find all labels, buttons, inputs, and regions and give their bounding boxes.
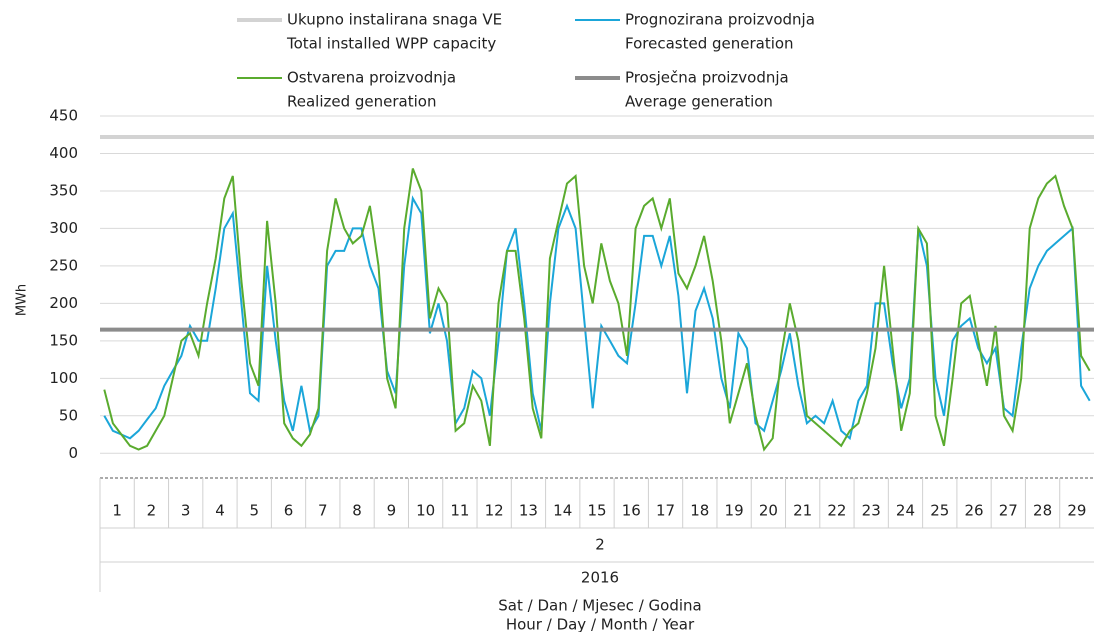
- legend-label: Prognozirana proizvodnja: [625, 11, 815, 29]
- y-tick-label: 0: [68, 444, 78, 462]
- year-label: 2016: [581, 569, 619, 587]
- legend-label: Forecasted generation: [625, 35, 794, 53]
- x-tick-label: 2: [147, 502, 157, 520]
- x-tick-label: 28: [1033, 502, 1052, 520]
- x-tick-label: 17: [656, 502, 675, 520]
- x-tick-label: 13: [519, 502, 538, 520]
- legend-label: Prosječna proizvodnja: [625, 69, 789, 87]
- legend-label: Average generation: [625, 93, 773, 111]
- x-tick-label: 15: [587, 502, 606, 520]
- x-tick-label: 27: [999, 502, 1018, 520]
- x-tick-label: 22: [827, 502, 846, 520]
- y-tick-label: 350: [49, 181, 78, 199]
- x-tick-label: 23: [862, 502, 881, 520]
- x-tick-label: 3: [181, 502, 191, 520]
- legend-label: Realized generation: [287, 93, 436, 111]
- legend-label: Ukupno instalirana snaga VE: [287, 11, 502, 29]
- series-line: [103, 168, 1091, 452]
- legend-label: Total installed WPP capacity: [286, 35, 496, 53]
- month-label: 2: [595, 536, 605, 554]
- series-line: [103, 195, 1091, 441]
- x-tick-label: 16: [622, 502, 641, 520]
- y-tick-label: 200: [49, 294, 78, 312]
- x-tick-label: 25: [930, 502, 949, 520]
- x-tick-label: 12: [485, 502, 504, 520]
- y-tick-label: 400: [49, 144, 78, 162]
- x-axis-title: Hour / Day / Month / Year: [506, 616, 695, 632]
- x-tick-label: 20: [759, 502, 778, 520]
- x-tick-label: 6: [284, 502, 294, 520]
- y-axis-title: MWh: [15, 284, 30, 316]
- x-tick-label: 21: [793, 502, 812, 520]
- x-tick-label: 14: [553, 502, 572, 520]
- x-tick-label: 11: [450, 502, 469, 520]
- x-tick-label: 9: [387, 502, 397, 520]
- y-tick-label: 50: [59, 406, 78, 424]
- legend-label: Ostvarena proizvodnja: [287, 69, 456, 87]
- x-tick-label: 8: [352, 502, 362, 520]
- x-tick-label: 7: [318, 502, 328, 520]
- y-tick-label: 300: [49, 219, 78, 237]
- x-tick-label: 1: [112, 502, 122, 520]
- x-tick-label: 4: [215, 502, 225, 520]
- x-tick-label: 19: [725, 502, 744, 520]
- x-tick-label: 10: [416, 502, 435, 520]
- y-tick-label: 150: [49, 331, 78, 349]
- x-tick-label: 18: [690, 502, 709, 520]
- x-tick-label: 5: [249, 502, 259, 520]
- y-tick-label: 450: [49, 107, 78, 125]
- x-tick-label: 24: [896, 502, 915, 520]
- x-axis-title: Sat / Dan / Mjesec / Godina: [498, 597, 701, 615]
- y-tick-label: 100: [49, 369, 78, 387]
- y-tick-label: 250: [49, 256, 78, 274]
- x-tick-label: 26: [964, 502, 983, 520]
- x-tick-label: 29: [1067, 502, 1086, 520]
